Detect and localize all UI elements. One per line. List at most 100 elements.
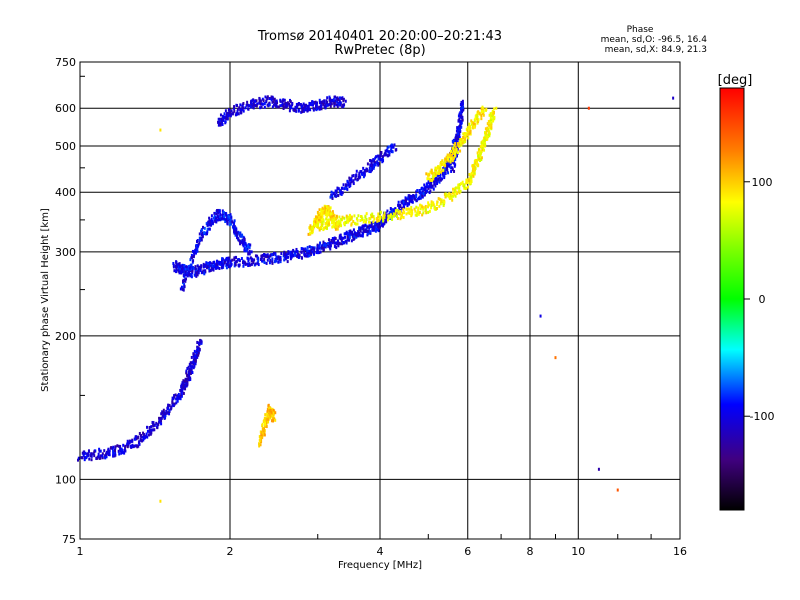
trace-point xyxy=(464,133,467,137)
trace-point xyxy=(389,213,392,217)
colorbar-tick-label: 0 xyxy=(759,293,766,306)
trace-point xyxy=(362,166,365,170)
trace-point xyxy=(139,434,142,438)
trace-point xyxy=(196,270,199,274)
trace-point xyxy=(112,454,115,458)
y-tick-label: 200 xyxy=(55,330,76,343)
trace-point xyxy=(153,423,156,427)
trace-point xyxy=(455,190,458,194)
trace-point xyxy=(192,266,195,270)
trace-point xyxy=(284,254,287,258)
isolated-point xyxy=(616,488,619,492)
trace-point xyxy=(315,102,318,106)
trace-point xyxy=(257,259,260,263)
trace-point xyxy=(446,163,449,167)
trace-point xyxy=(190,355,193,359)
trace-point xyxy=(359,229,362,233)
trace-point xyxy=(336,105,339,109)
trace-point xyxy=(387,216,390,220)
trace-point xyxy=(452,194,455,198)
trace-point xyxy=(332,192,335,196)
trace-point xyxy=(192,259,195,263)
trace-point xyxy=(338,96,341,100)
trace-point xyxy=(347,181,350,185)
trace-point xyxy=(310,229,313,233)
trace-point xyxy=(341,186,344,190)
trace-point xyxy=(275,99,278,103)
trace-point xyxy=(389,207,392,211)
trace-point xyxy=(252,261,255,265)
trace-point xyxy=(347,215,350,219)
trace-point xyxy=(211,219,214,223)
trace-point xyxy=(337,224,340,228)
trace-point xyxy=(98,449,101,453)
trace-point xyxy=(254,254,257,258)
trace-point xyxy=(470,175,473,179)
trace-point xyxy=(328,208,331,212)
trace-point xyxy=(484,134,487,138)
trace-point xyxy=(359,227,362,231)
trace-point xyxy=(226,257,229,261)
trace-point xyxy=(214,219,217,223)
trace-point xyxy=(238,239,241,243)
trace-point xyxy=(101,454,104,458)
trace-point xyxy=(429,170,432,174)
trace-point xyxy=(438,169,441,173)
trace-point xyxy=(352,179,355,183)
trace-point xyxy=(373,227,376,231)
trace-point xyxy=(328,95,331,99)
trace-point xyxy=(330,215,333,219)
trace-point xyxy=(272,103,275,107)
trace-point xyxy=(225,117,228,121)
x-tick-label: 8 xyxy=(527,545,534,558)
trace-point xyxy=(329,104,332,108)
trace-point xyxy=(466,133,469,137)
trace-point xyxy=(259,102,262,106)
trace-point xyxy=(322,248,325,252)
trace-point xyxy=(370,224,373,228)
trace-point xyxy=(348,176,351,180)
trace-point xyxy=(318,98,321,102)
trace-point xyxy=(323,99,326,103)
trace-point xyxy=(294,105,297,109)
trace-point xyxy=(355,222,358,226)
trace-point xyxy=(408,211,411,215)
trace-point xyxy=(396,208,399,212)
trace-point xyxy=(311,231,314,235)
trace-point xyxy=(220,265,223,269)
trace-point xyxy=(435,177,438,181)
trace-point xyxy=(472,125,475,129)
trace-point xyxy=(366,162,369,166)
trace-point xyxy=(413,207,416,211)
trace-point xyxy=(329,97,332,101)
trace-point xyxy=(311,247,314,251)
trace-point xyxy=(380,223,383,227)
trace-point xyxy=(240,240,243,244)
trace-point xyxy=(437,197,440,201)
trace-point xyxy=(317,215,320,219)
trace-point xyxy=(175,401,178,405)
trace-point xyxy=(120,447,123,451)
trace-point xyxy=(184,384,187,388)
gridlines xyxy=(80,62,680,539)
trace-point xyxy=(195,352,198,356)
trace-point xyxy=(161,411,164,415)
trace-point xyxy=(216,209,219,213)
trace-point xyxy=(410,200,413,204)
trace-point xyxy=(410,212,413,216)
trace-point xyxy=(482,148,485,152)
trace-point xyxy=(225,219,228,223)
trace-point xyxy=(430,168,433,172)
trace-point xyxy=(456,140,459,144)
trace-point xyxy=(480,144,483,148)
trace-point xyxy=(456,147,459,151)
trace-point xyxy=(274,418,277,422)
trace-point xyxy=(241,238,244,242)
trace-point xyxy=(296,250,299,254)
trace-point xyxy=(319,226,322,230)
trace-point xyxy=(263,433,266,437)
trace-point xyxy=(416,189,419,193)
trace-point xyxy=(90,458,93,462)
trace-point xyxy=(167,406,170,410)
trace-point xyxy=(237,112,240,116)
